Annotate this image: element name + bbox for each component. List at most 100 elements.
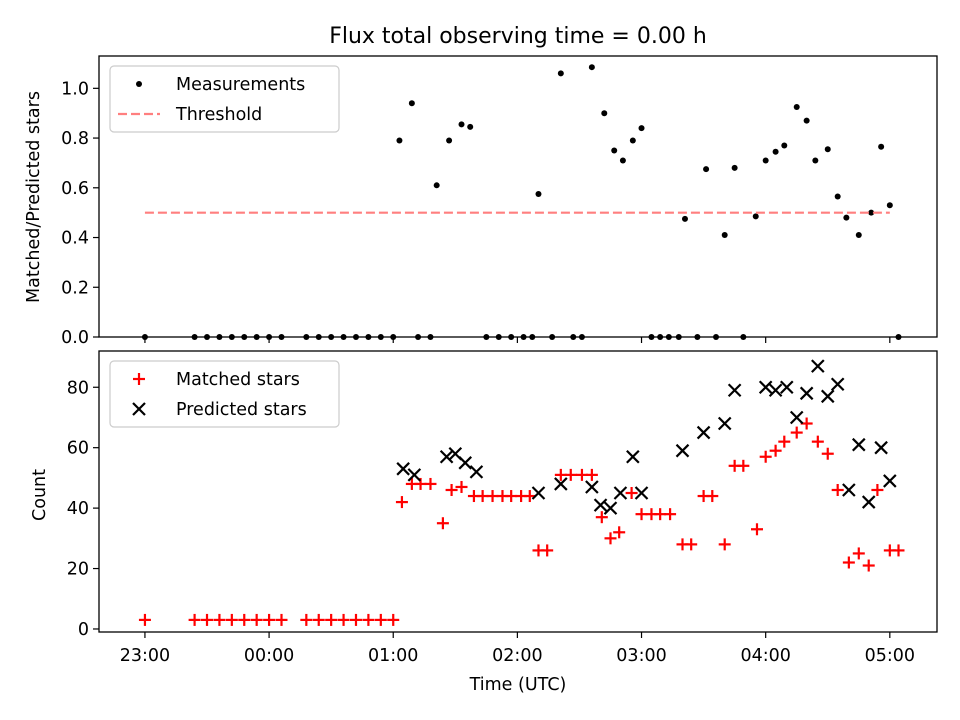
- predicted-star-marker: [554, 477, 568, 491]
- predicted-star-stroke: [780, 380, 794, 395]
- legend-measurement-swatch: [136, 81, 142, 87]
- matched-star-marker: [374, 613, 387, 626]
- matched-star-marker: [387, 613, 400, 626]
- matched-star-marker: [325, 613, 338, 626]
- predicted-star-stroke: [626, 449, 640, 464]
- matched-star-marker: [436, 517, 449, 530]
- predicted-star-stroke: [883, 474, 897, 488]
- legend-label: Matched stars: [176, 370, 300, 390]
- bottom-y-tick-label: 20: [67, 560, 89, 580]
- top-y-tick-label: 0.8: [61, 129, 89, 149]
- predicted-star-stroke: [768, 383, 783, 398]
- predicted-star-marker: [458, 456, 473, 470]
- bottom-y-tick-label: 40: [67, 499, 89, 519]
- bottom-y-tick-label: 0: [78, 620, 89, 640]
- predicted-star-stroke: [811, 359, 825, 373]
- predicted-star-stroke: [717, 416, 732, 431]
- matched-star-marker: [564, 468, 577, 481]
- predicted-star-stroke: [830, 377, 845, 392]
- x-tick-label: 23:00: [120, 646, 170, 666]
- measurement-point: [855, 232, 862, 239]
- measurement-point: [408, 100, 415, 107]
- matched-star-marker: [664, 508, 677, 521]
- matched-star-marker: [201, 613, 214, 626]
- predicted-star-stroke: [585, 480, 599, 494]
- bottom-legend-box: [109, 360, 340, 428]
- measurement-point: [878, 143, 885, 150]
- predicted-star-stroke: [820, 389, 835, 404]
- predicted-star-marker: [820, 389, 835, 404]
- predicted-star-marker: [811, 359, 825, 373]
- measurement-point: [721, 232, 728, 239]
- measurement-point: [886, 202, 893, 209]
- legend-label: Threshold: [175, 105, 262, 125]
- measurement-point: [588, 64, 595, 71]
- legend-label: Predicted stars: [176, 400, 307, 420]
- predicted-star-stroke: [613, 486, 628, 500]
- matched-star-marker: [862, 559, 875, 572]
- predicted-star-stroke: [727, 383, 742, 398]
- bottom-y-tick-label: 80: [67, 378, 89, 398]
- measurement-point: [433, 182, 440, 189]
- matched-star-marker: [585, 468, 598, 481]
- matched-star-marker: [821, 447, 834, 460]
- predicted-star-stroke: [407, 468, 422, 482]
- legend-predicted-swatch-b: [132, 402, 146, 416]
- predicted-star-stroke: [634, 486, 649, 500]
- predicted-star-marker: [469, 465, 484, 479]
- measurement-point: [396, 137, 403, 144]
- predicted-star-marker: [727, 383, 742, 398]
- predicted-star-stroke: [593, 498, 608, 512]
- matched-star-marker: [188, 613, 201, 626]
- measurement-point: [458, 121, 465, 128]
- top-y-tick-label: 0.0: [61, 328, 89, 348]
- predicted-star-marker: [799, 386, 814, 401]
- measurement-point: [772, 148, 779, 155]
- matched-star-marker: [300, 613, 313, 626]
- predicted-star-stroke: [396, 462, 410, 476]
- matched-star-marker: [790, 426, 803, 439]
- predicted-star-marker: [780, 380, 794, 395]
- bottom-plot-area: 0 20 40 60 80 23:00 00:00 01:00 02:00 03:00 04:00 0…: [67, 350, 938, 666]
- predicted-star-marker: [842, 483, 856, 497]
- predicted-star-stroke: [842, 483, 856, 497]
- predicted-star-marker: [768, 383, 783, 398]
- matched-star-marker: [275, 613, 288, 626]
- matched-star-marker: [613, 526, 626, 539]
- matched-star-marker: [337, 613, 350, 626]
- predicted-star-marker: [613, 486, 628, 500]
- matched-star-marker: [831, 483, 844, 496]
- matched-star-marker: [541, 544, 554, 557]
- measurement-point: [638, 125, 645, 132]
- measurement-point: [467, 123, 474, 130]
- matched-star-marker: [625, 487, 638, 500]
- predicted-star-stroke: [458, 456, 473, 470]
- measurement-point: [752, 213, 759, 220]
- matched-star-marker: [362, 613, 375, 626]
- predicted-star-marker: [531, 486, 546, 500]
- measurement-point: [824, 146, 831, 153]
- predicted-star-stroke: [448, 446, 463, 461]
- predicted-star-stroke: [861, 495, 876, 509]
- matched-star-marker: [250, 613, 263, 626]
- matched-star-marker: [349, 613, 362, 626]
- matched-star-marker: [595, 511, 608, 524]
- predicted-star-stroke: [799, 386, 814, 401]
- predicted-star-marker: [758, 380, 773, 395]
- matched-star-marker: [445, 483, 458, 496]
- matched-star-marker: [263, 613, 276, 626]
- matched-star-marker: [685, 538, 698, 551]
- predicted-star-stroke: [675, 443, 690, 458]
- matched-star-marker: [778, 435, 791, 448]
- predicted-star-stroke: [603, 501, 618, 515]
- predicted-star-stroke: [789, 410, 804, 425]
- top-y-tick-label: 0.6: [61, 179, 89, 199]
- matched-star-marker: [424, 477, 437, 490]
- top-y-tick-label: 0.4: [61, 229, 89, 249]
- matched-star-marker: [750, 523, 763, 536]
- matched-star-marker: [138, 613, 151, 626]
- measurement-point: [557, 70, 564, 77]
- predicted-star-marker: [626, 449, 640, 464]
- predicted-star-marker: [717, 416, 732, 431]
